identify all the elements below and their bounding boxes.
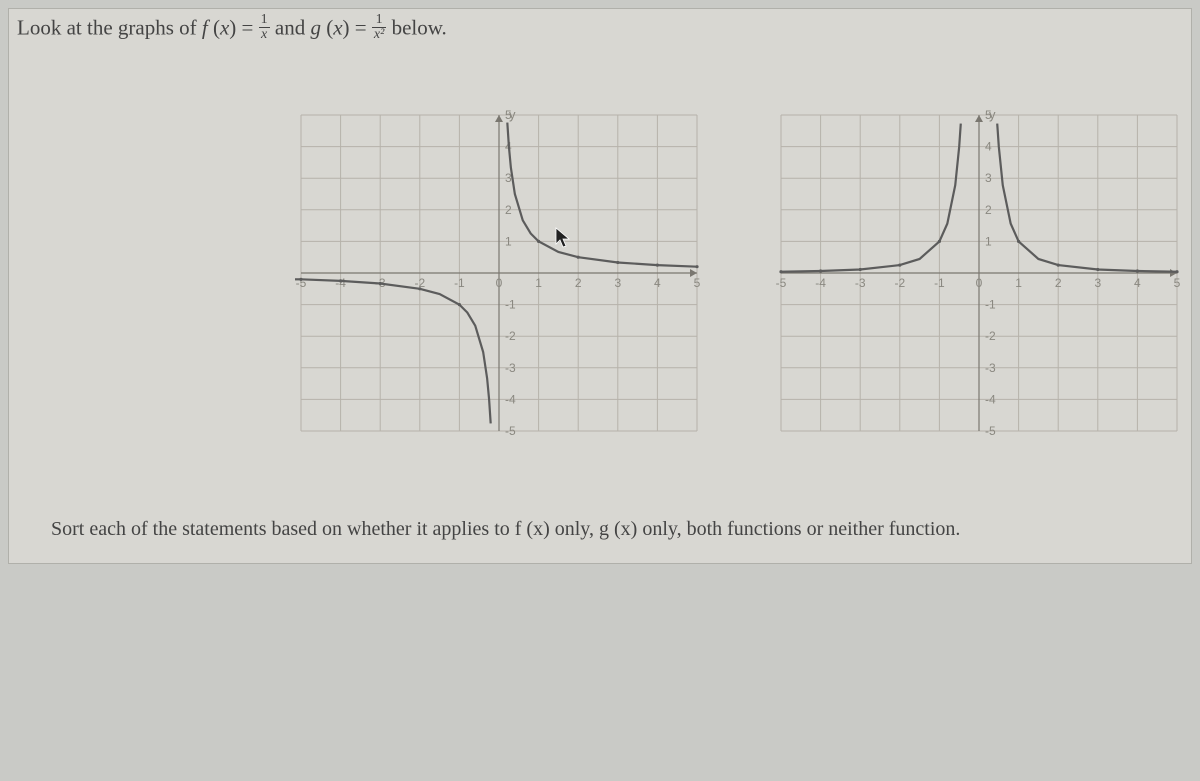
svg-text:-1: -1 [505,298,516,312]
and-text: and [275,15,311,39]
svg-text:-1: -1 [454,276,465,290]
g-sym: g [310,15,321,39]
frac-1-over-x: 1 x [259,13,270,42]
frac2-den: x² [372,28,386,42]
svg-text:0: 0 [496,276,503,290]
intro-pre: Look at the graphs of [17,15,202,39]
f-arg: x [220,15,229,39]
svg-text:y: y [989,107,996,122]
svg-text:-3: -3 [505,361,516,375]
frac-1-over-x2: 1 x² [372,13,386,42]
svg-text:3: 3 [985,171,992,185]
g-arg: x [333,15,342,39]
svg-text:1: 1 [505,234,512,248]
svg-text:2: 2 [985,203,992,217]
frac1-den: x [259,28,270,42]
frac1-num: 1 [259,13,270,28]
svg-text:-4: -4 [505,392,516,406]
instruction-text: Sort each of the statements based on whe… [51,518,960,541]
eq1: = [242,15,259,39]
svg-text:2: 2 [505,203,512,217]
svg-text:y: y [509,107,516,122]
mouse-cursor-icon [555,227,1200,781]
frac2-num: 1 [372,13,386,28]
svg-text:-5: -5 [505,424,516,438]
question-panel: Look at the graphs of f (x) = 1 x and g … [8,8,1192,564]
f-sym: f [202,15,208,39]
svg-text:-4: -4 [335,276,346,290]
intro-text: Look at the graphs of f (x) = 1 x and g … [17,15,447,44]
svg-text:4: 4 [985,140,992,154]
svg-text:-2: -2 [505,329,516,343]
svg-text:1: 1 [535,276,542,290]
eq2: = [355,15,372,39]
intro-post: below. [392,15,447,39]
